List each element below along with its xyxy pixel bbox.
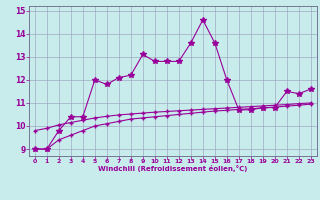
X-axis label: Windchill (Refroidissement éolien,°C): Windchill (Refroidissement éolien,°C) [98,165,247,172]
